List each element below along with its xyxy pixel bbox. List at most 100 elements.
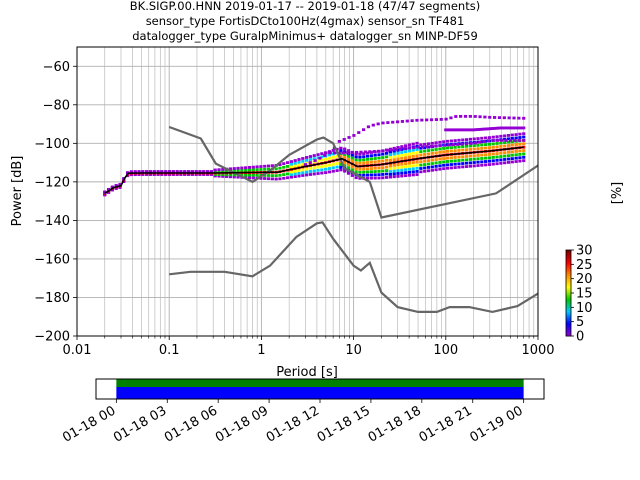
- ppsd-cell: [350, 174, 354, 177]
- ppsd-cell: [517, 116, 521, 120]
- ppsd-cell: [388, 164, 393, 168]
- ppsd-cell: [376, 122, 380, 126]
- ppsd-cell: [491, 145, 495, 149]
- noise-model-line: [168, 125, 539, 219]
- x-axis-ticks: 0.01 0.1 1 10 100 1000: [63, 336, 555, 358]
- ppsd-cell: [400, 168, 404, 172]
- ppsd-cell: [337, 139, 341, 143]
- colorbar-segment: [566, 321, 571, 324]
- ppsd-cell: [396, 174, 400, 178]
- ppsd-cell: [293, 172, 297, 176]
- ppsd-cell: [491, 139, 495, 142]
- colorbar-segment: [566, 303, 571, 305]
- time-tick-label: 01-19 00: [468, 403, 526, 445]
- ppsd-cell: [487, 156, 492, 160]
- colorbar-segment: [566, 274, 571, 277]
- ppsd-cell: [511, 126, 515, 130]
- ppsd-cell: [434, 164, 438, 168]
- x-tick-label: 0.1: [159, 343, 180, 358]
- colorbar-segment: [566, 311, 571, 314]
- ppsd-cell: [434, 118, 438, 121]
- ppsd-cell: [352, 134, 356, 137]
- ppsd-cell: [285, 172, 290, 176]
- ppsd-cell: [278, 173, 282, 177]
- ppsd-cell: [388, 153, 393, 157]
- ppsd-cell: [484, 153, 488, 157]
- colorbar-segment: [566, 317, 571, 320]
- colorbar-segment: [566, 315, 571, 318]
- ppsd-cell: [522, 132, 526, 136]
- ppsd-cell: [404, 150, 408, 154]
- colorbar-tick-label: 10: [576, 301, 593, 316]
- ppsd-cell: [411, 148, 415, 152]
- ppsd-cell: [473, 141, 477, 145]
- ppsd-cell: [316, 156, 320, 160]
- ppsd-cell: [434, 144, 438, 148]
- ppsd-cell: [400, 156, 404, 160]
- ppsd-cell: [473, 128, 477, 132]
- ppsd-cell: [350, 153, 354, 157]
- ppsd-cell: [263, 177, 267, 180]
- ppsd-cell: [301, 157, 305, 160]
- ppsd-cell: [480, 160, 484, 164]
- processed-coverage-bar: [116, 387, 524, 399]
- ppsd-cell: [491, 162, 495, 166]
- ppsd-cell: [484, 156, 488, 160]
- ppsd-cell: [221, 167, 225, 171]
- ppsd-cell: [129, 170, 134, 174]
- ppsd-cell: [388, 167, 393, 171]
- title-line-3: datalogger_type GuralpMinimus+ datalogge…: [132, 29, 478, 43]
- ppsd-cell: [175, 170, 179, 173]
- y-axis-ticks: −60 −80 −100 −120 −140 −160 −180 −200: [34, 60, 77, 345]
- colorbar-segment: [566, 284, 571, 287]
- ppsd-cell: [209, 170, 214, 173]
- colorbar-tick-label: 20: [576, 272, 593, 287]
- ppsd-cell: [358, 167, 362, 171]
- ppsd-cell: [415, 170, 419, 173]
- ppsd-cell: [285, 176, 290, 180]
- ppsd-cell: [423, 149, 427, 153]
- ppsd-cell: [516, 126, 521, 130]
- ppsd-cell: [438, 147, 442, 151]
- ppsd-cell: [274, 174, 278, 178]
- ppsd-cell: [484, 146, 488, 150]
- ppsd-cell: [312, 154, 316, 157]
- ppsd-cell: [453, 166, 457, 169]
- ppsd-cell: [320, 165, 324, 168]
- ppsd-cell: [425, 118, 429, 122]
- ppsd-cell: [449, 166, 453, 170]
- data-coverage-bar: [116, 379, 524, 387]
- ppsd-cell: [324, 171, 328, 174]
- ppsd-cell: [482, 140, 486, 143]
- ppsd-cell: [476, 160, 480, 164]
- colorbar-segment: [566, 290, 571, 293]
- ppsd-cell: [372, 150, 376, 153]
- ppsd-cell: [354, 161, 358, 165]
- ppsd-cell: [369, 167, 373, 170]
- ppsd-cell: [392, 169, 396, 173]
- ppsd-cell: [507, 116, 511, 120]
- ppsd-cell: [484, 127, 488, 131]
- y-tick-label: −140: [34, 214, 70, 229]
- ppsd-cell: [293, 175, 297, 179]
- x-axis-label: Period [s]: [276, 365, 338, 380]
- ppsd-cell: [358, 161, 362, 165]
- ppsd-cell: [472, 157, 476, 161]
- ppsd-cell: [480, 143, 484, 147]
- ppsd-cell: [468, 128, 472, 132]
- ppsd-cell: [510, 160, 514, 164]
- ppsd-cell: [362, 152, 366, 156]
- ppsd-cell: [478, 127, 483, 131]
- ppsd-cell: [416, 145, 420, 149]
- ppsd-cell: [217, 173, 221, 176]
- ppsd-cell: [499, 141, 503, 145]
- ppsd-cell: [377, 176, 381, 180]
- ppsd-cell: [377, 159, 381, 163]
- ppsd-cell: [278, 163, 282, 167]
- ppsd-cell: [289, 165, 293, 169]
- ppsd-cell: [266, 167, 271, 171]
- ppsd-cell: [350, 151, 354, 154]
- ppsd-cell: [407, 167, 412, 171]
- ppsd-cell: [377, 166, 381, 170]
- ppsd-cell: [419, 146, 423, 150]
